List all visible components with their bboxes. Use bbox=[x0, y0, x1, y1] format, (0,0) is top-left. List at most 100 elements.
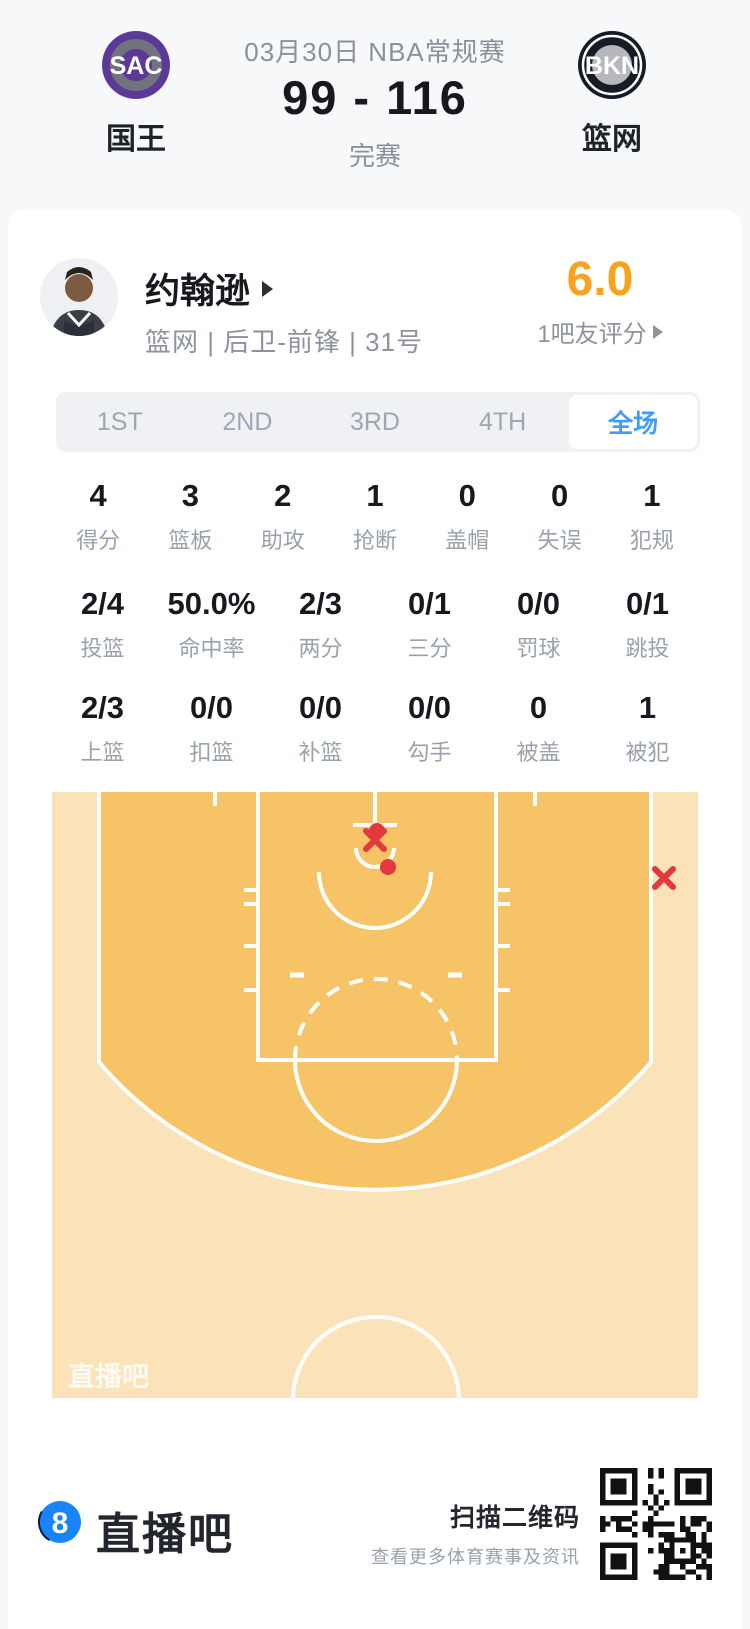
stat-value: 1 bbox=[643, 478, 661, 513]
stat-value: 0/0 bbox=[516, 586, 561, 621]
home-team-logo: SAC bbox=[102, 31, 170, 99]
player-info: 篮网 | 后卫-前锋 | 31号 bbox=[145, 327, 423, 357]
stat-row3-3: 0/0 勾手 bbox=[375, 690, 484, 767]
stat-label: 上篮 bbox=[80, 740, 125, 765]
stat-label: 篮板 bbox=[168, 528, 213, 553]
stat-row1-3: 1 抢断 bbox=[329, 478, 421, 555]
stat-label: 扣篮 bbox=[189, 740, 234, 765]
away-team-name: 篮网 bbox=[582, 123, 642, 156]
stat-value: 50.0% bbox=[167, 586, 256, 621]
stat-row2-3: 0/1 三分 bbox=[375, 586, 484, 663]
stat-value: 2 bbox=[274, 478, 292, 513]
rating-value: 6.0 bbox=[566, 253, 634, 306]
player-photo bbox=[40, 258, 118, 336]
stat-value: 0 bbox=[529, 690, 548, 725]
stat-value: 4 bbox=[89, 478, 107, 513]
stat-value: 2/3 bbox=[80, 690, 125, 725]
stat-row3-5: 1 被犯 bbox=[593, 690, 702, 767]
shot-markers-layer bbox=[363, 823, 676, 890]
zhibo8-logo-icon: 8 bbox=[38, 1500, 82, 1544]
match-date: 03月30日 NBA常规赛 bbox=[244, 37, 506, 67]
made-shot-marker bbox=[380, 859, 396, 875]
svg-text:8: 8 bbox=[52, 1507, 69, 1540]
stat-value: 2/4 bbox=[80, 586, 125, 621]
scan-subtitle: 查看更多体育赛事及资讯 bbox=[371, 1547, 580, 1567]
baseline-ticks bbox=[213, 792, 537, 806]
court-inside-three-area bbox=[99, 792, 651, 1190]
stat-label: 盖帽 bbox=[445, 528, 490, 553]
key-lines bbox=[256, 792, 498, 1062]
rating-block[interactable]: 6.0 1吧友评分 bbox=[490, 254, 710, 349]
stat-label: 罚球 bbox=[516, 636, 561, 661]
away-team-logo: BKN bbox=[578, 31, 646, 99]
tab-3RD[interactable]: 3RD bbox=[349, 407, 400, 436]
stat-label: 抢断 bbox=[352, 528, 397, 553]
home-team: SAC 国王 bbox=[56, 30, 216, 158]
stat-label: 犯规 bbox=[629, 528, 674, 553]
quarter-tabbar: 1ST 2ND 3RD 4TH 全场 bbox=[56, 392, 700, 452]
stat-label: 得分 bbox=[76, 528, 121, 553]
rating-label: 1吧友评分 bbox=[537, 321, 647, 348]
home-team-name: 国王 bbox=[106, 123, 166, 156]
qr-code-image bbox=[600, 1468, 712, 1580]
away-team: BKN 篮网 bbox=[532, 30, 692, 158]
svg-text:SAC: SAC bbox=[110, 52, 163, 80]
stat-row2-2: 2/3 两分 bbox=[266, 586, 375, 663]
stat-label: 勾手 bbox=[407, 740, 452, 765]
stat-label: 两分 bbox=[298, 636, 343, 661]
three-point-line bbox=[97, 792, 653, 1192]
player-stats-card: 约翰逊 篮网 | 后卫-前锋 | 31号 6.0 1吧友评分 1ST 2ND 3RD… bbox=[8, 210, 742, 1629]
stat-row2-0: 2/4 投篮 bbox=[48, 586, 157, 663]
stat-label: 跳投 bbox=[625, 636, 670, 661]
footer-brand: 直播吧 bbox=[96, 1510, 234, 1559]
restricted-area-arc bbox=[317, 871, 433, 930]
tab-全场[interactable]: 全场 bbox=[569, 395, 697, 449]
stat-label: 被犯 bbox=[625, 740, 670, 765]
stat-row3-2: 0/0 补篮 bbox=[266, 690, 375, 767]
stat-row3-4: 0 被盖 bbox=[484, 690, 593, 767]
stat-label: 三分 bbox=[407, 636, 452, 661]
stat-value: 0/0 bbox=[189, 690, 234, 725]
stat-row1-6: 1 犯规 bbox=[606, 478, 698, 555]
stat-value: 1 bbox=[638, 690, 657, 725]
lane-hash-marks bbox=[244, 888, 510, 992]
stat-row3-0: 2/3 上篮 bbox=[48, 690, 157, 767]
missed-shot-marker bbox=[652, 866, 676, 890]
shot-chart-court: 直播吧 bbox=[52, 792, 698, 1398]
stat-value: 0/0 bbox=[407, 690, 452, 725]
rim-arc bbox=[354, 847, 396, 869]
stat-value: 0/0 bbox=[298, 690, 343, 725]
stat-value: 0 bbox=[458, 478, 476, 513]
stat-value: 3 bbox=[181, 478, 200, 513]
player-name: 约翰逊 bbox=[145, 271, 251, 311]
stats-row-shooting: 2/4 投篮 50.0% 命中率 2/3 两分 0/1 三分 0/0 罚球 0/1 跳投 bbox=[48, 586, 702, 663]
chevron-right-icon bbox=[652, 324, 663, 339]
stat-row1-4: 0 盖帽 bbox=[421, 478, 513, 555]
stat-label: 投篮 bbox=[80, 636, 125, 661]
missed-shot-marker bbox=[363, 828, 387, 852]
stat-label: 补篮 bbox=[298, 740, 343, 765]
tab-1ST[interactable]: 1ST bbox=[96, 407, 143, 436]
stat-value: 0/1 bbox=[625, 586, 670, 621]
stat-row2-4: 0/0 罚球 bbox=[484, 586, 593, 663]
stat-label: 失误 bbox=[537, 528, 582, 553]
tab-4TH[interactable]: 4TH bbox=[478, 407, 527, 436]
stat-row1-1: 3 篮板 bbox=[144, 478, 236, 555]
tab-2ND[interactable]: 2ND bbox=[222, 407, 273, 436]
svg-text:BKN: BKN bbox=[585, 52, 639, 80]
match-status: 完赛 bbox=[348, 141, 401, 171]
player-avatar[interactable] bbox=[40, 258, 118, 336]
scan-title: 扫描二维码 bbox=[449, 1504, 580, 1532]
stat-value: 1 bbox=[366, 478, 384, 513]
court-watermark: 直播吧 bbox=[68, 1362, 149, 1392]
stat-label: 命中率 bbox=[178, 636, 245, 661]
match-score: 99 - 116 bbox=[282, 71, 468, 124]
player-name-link[interactable]: 约翰逊 bbox=[145, 266, 274, 311]
match-header: SAC 国王 03月30日 NBA常规赛 99 - 116 完赛 BKN 篮网 bbox=[0, 0, 750, 210]
stat-value: 0 bbox=[550, 478, 569, 513]
stat-row1-2: 2 助攻 bbox=[237, 478, 329, 555]
free-throw-circle-solid bbox=[293, 1059, 459, 1143]
free-throw-circle-dashed bbox=[293, 977, 459, 1061]
stat-label: 被盖 bbox=[516, 740, 561, 765]
chevron-right-icon bbox=[262, 281, 274, 297]
